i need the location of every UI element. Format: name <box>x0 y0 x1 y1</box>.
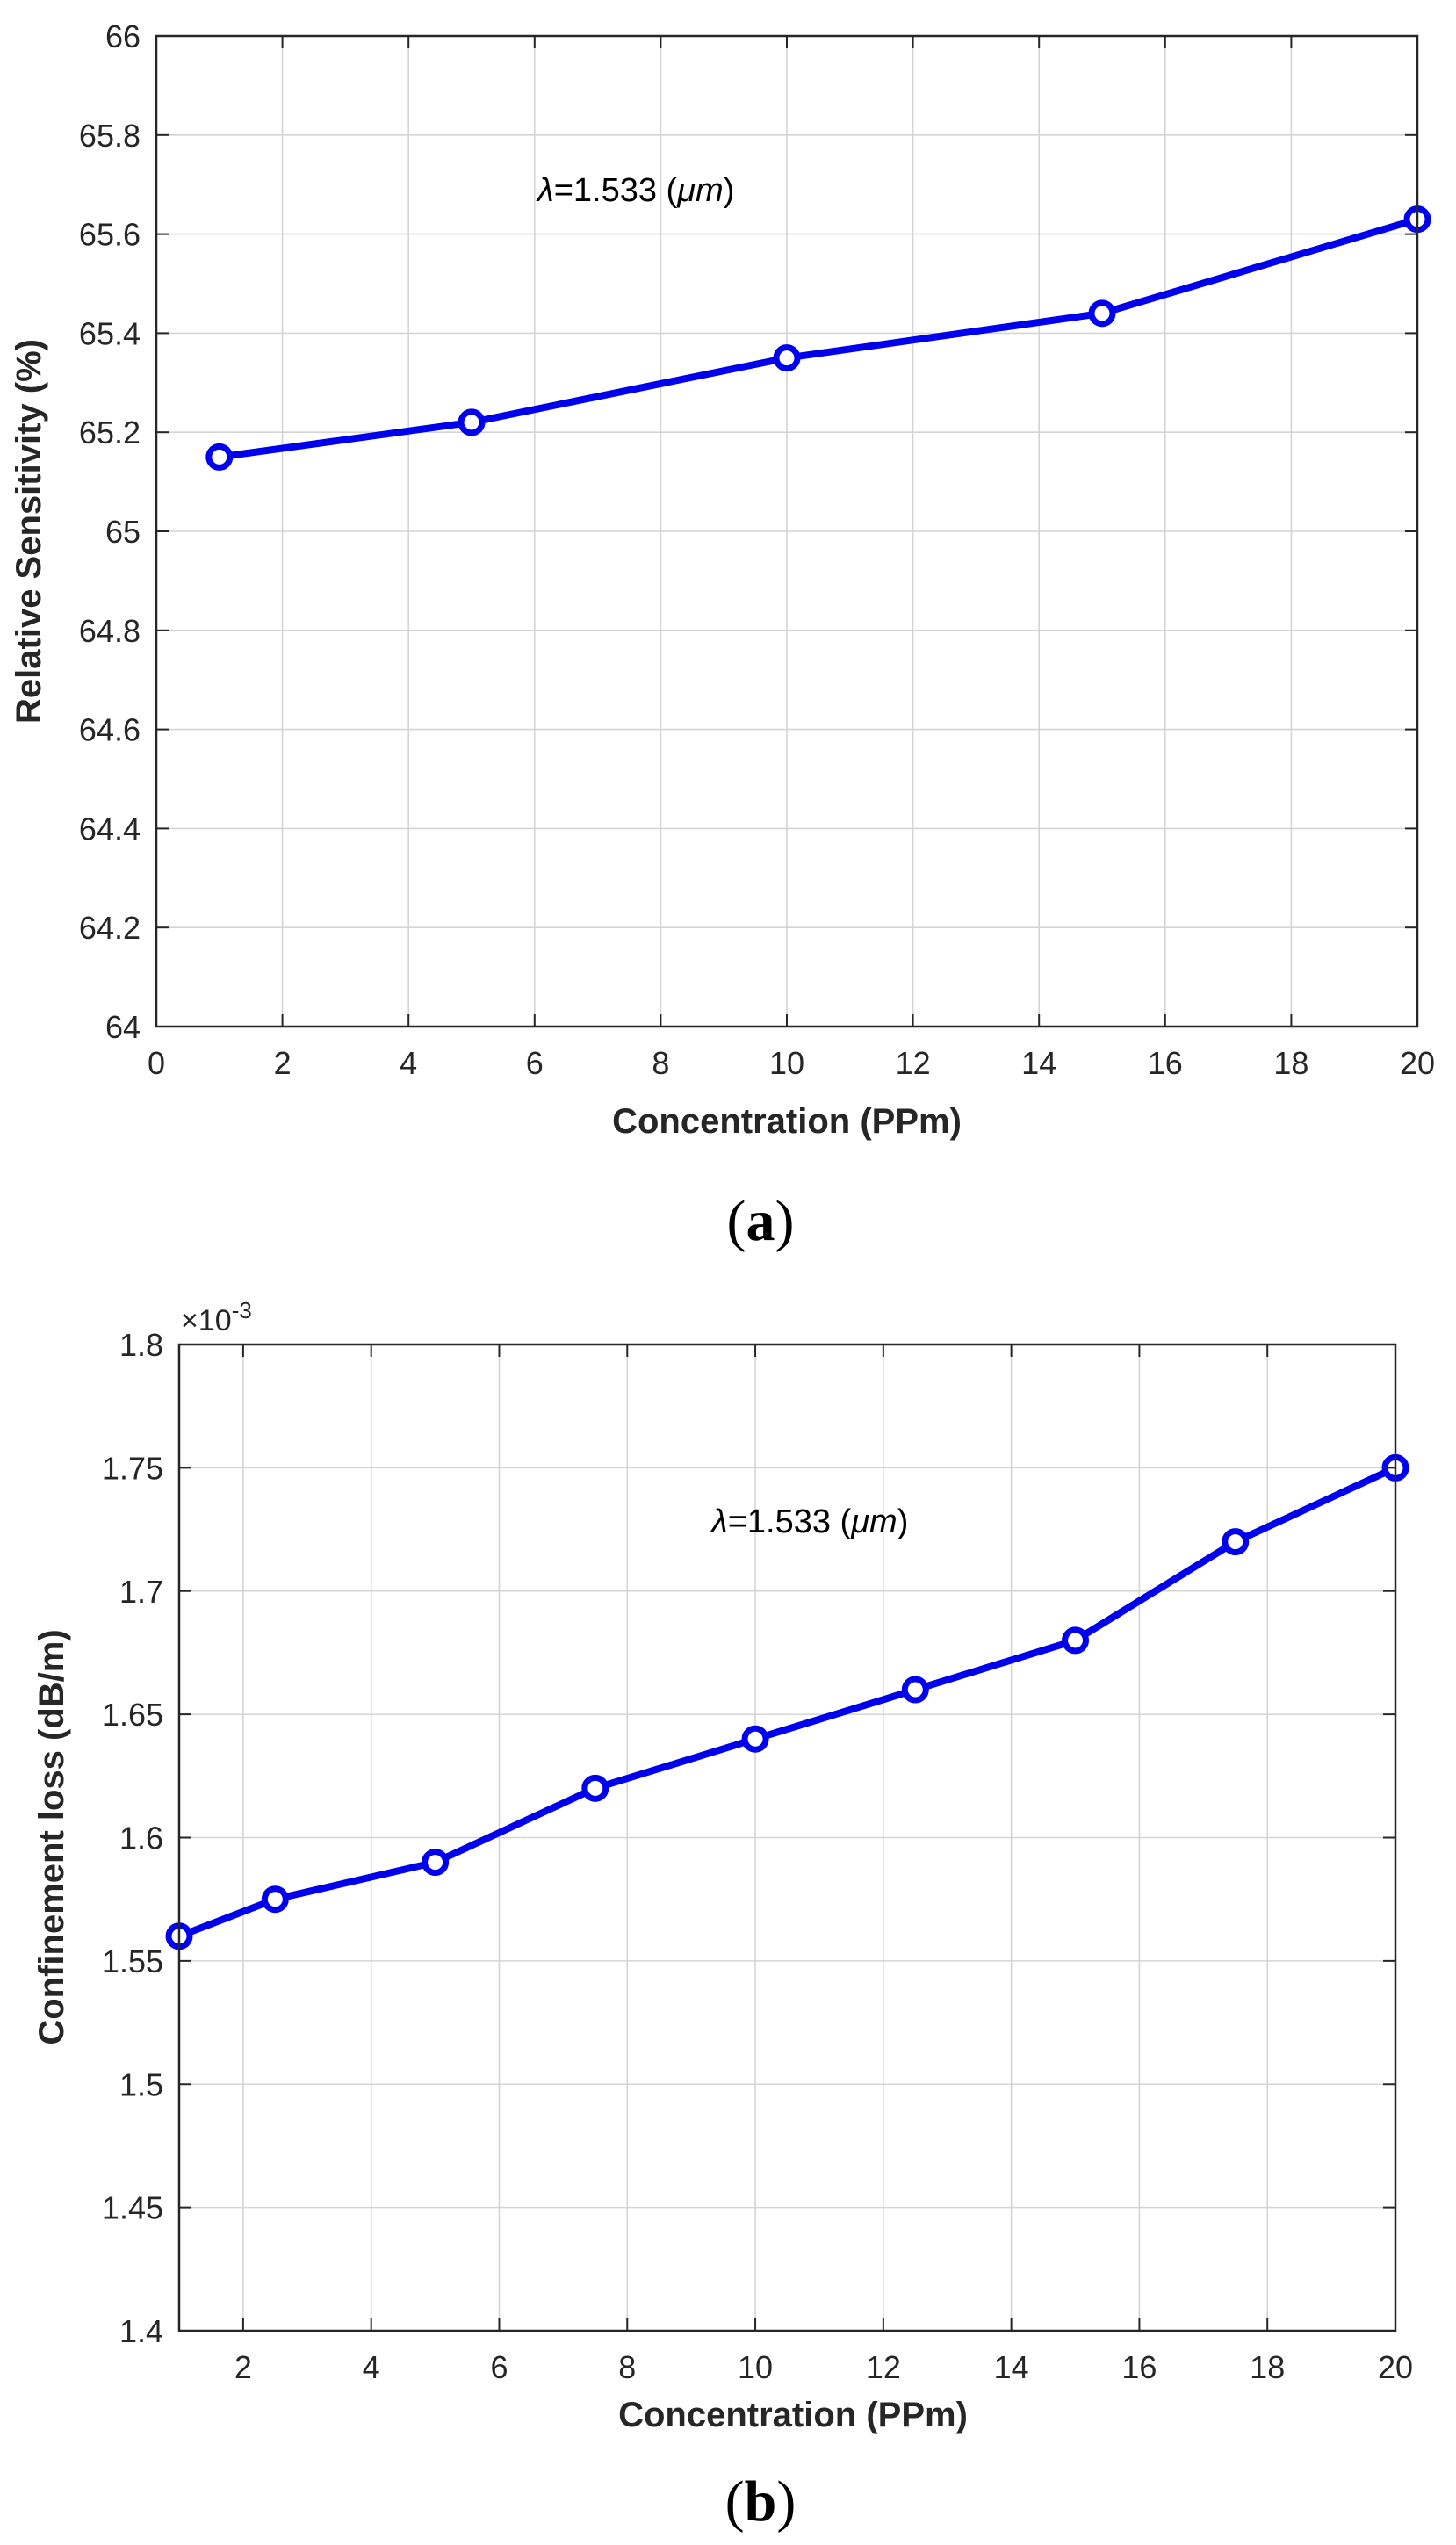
chart-b-x-tick-label: 12 <box>866 2349 901 2385</box>
chart-a-caption-letter: a <box>746 1189 775 1253</box>
chart-a-x-tick-label: 6 <box>526 1045 544 1081</box>
chart-b-data-point <box>581 1774 609 1802</box>
chart-a-y-tick-label: 66 <box>105 18 141 54</box>
chart-a-annotation-unit: μm <box>676 172 723 209</box>
chart-a-x-ticks: 0 2 4 6 8 10 12 14 16 18 20 <box>148 36 1435 1081</box>
chart-a-y-tick-label: 64.2 <box>79 910 141 946</box>
chart-a-x-tick-label: 20 <box>1400 1045 1435 1081</box>
chart-a-x-tick-label: 8 <box>652 1045 669 1081</box>
chart-a-caption-close: ) <box>775 1189 795 1253</box>
chart-b-data-point <box>1062 1626 1090 1655</box>
chart-b-y-exponent: ×10-3 <box>181 1297 252 1337</box>
chart-b-annotation-text: =1.533 ( <box>728 1503 852 1540</box>
chart-b-data-point <box>1222 1528 1250 1556</box>
chart-b-annotation: λ=1.533 (μm) <box>710 1503 908 1540</box>
chart-a-x-tick-label: 4 <box>400 1045 417 1081</box>
chart-b-x-tick-label: 4 <box>363 2349 380 2385</box>
chart-b-caption-open: ( <box>725 2469 745 2534</box>
chart-a-x-tick-label: 16 <box>1148 1045 1183 1081</box>
chart-a-y-tick-label: 65.4 <box>79 315 141 351</box>
chart-b-x-tick-label: 8 <box>618 2349 636 2385</box>
chart-b-data-point <box>261 1885 289 1914</box>
chart-b-caption-close: ) <box>776 2469 796 2534</box>
chart-b-grid <box>179 1344 1396 2332</box>
chart-a-x-tick-label: 18 <box>1273 1045 1308 1081</box>
chart-a: 0 2 4 6 8 10 12 14 16 18 20 64 64.2 64.4 64.6 64.8 65 65… <box>10 18 1435 1253</box>
chart-b-y-tick-label: 1.75 <box>102 1450 163 1486</box>
chart-a-x-axis-title: Concentration (PPm) <box>612 1102 962 1141</box>
chart-b-y-tick-label: 1.7 <box>119 1574 163 1610</box>
chart-b-y-exponent-power: -3 <box>232 1297 252 1323</box>
chart-a-annotation-symbol: λ <box>536 172 554 209</box>
chart-a-y-tick-label: 65 <box>105 514 141 550</box>
chart-a-y-tick-label: 65.2 <box>79 415 141 451</box>
chart-b-x-tick-label: 20 <box>1378 2349 1413 2385</box>
chart-b-x-ticks: 2 4 6 8 10 12 14 16 18 20 <box>234 1345 1413 2385</box>
chart-b-y-axis-title: Confinement loss (dB/m) <box>32 1629 71 2044</box>
chart-b-caption: (b) <box>725 2469 796 2534</box>
chart-a-y-tick-label: 65.6 <box>79 217 141 253</box>
chart-a-x-tick-label: 12 <box>896 1045 931 1081</box>
chart-b-annotation-close: ) <box>897 1503 909 1540</box>
chart-b-annotation-unit: μm <box>850 1503 897 1540</box>
chart-a-annotation-close: ) <box>724 172 735 209</box>
chart-a-y-tick-label: 64.8 <box>79 613 141 649</box>
chart-b-caption-letter: b <box>745 2469 777 2534</box>
chart-b-x-tick-label: 16 <box>1121 2349 1157 2385</box>
chart-a-data-point <box>773 344 801 372</box>
chart-b-y-tick-label: 1.4 <box>119 2313 163 2349</box>
chart-a-data-point <box>1088 299 1116 328</box>
chart-b-data-point <box>422 1849 450 1877</box>
chart-b-x-tick-label: 2 <box>234 2349 252 2385</box>
chart-b-data-point <box>741 1725 769 1753</box>
chart-a-data-point <box>458 408 486 436</box>
chart-b-x-tick-label: 18 <box>1250 2349 1285 2385</box>
chart-a-x-tick-label: 0 <box>148 1045 165 1081</box>
chart-b-data-point <box>901 1676 929 1704</box>
chart-b-y-tick-label: 1.55 <box>102 1943 163 1979</box>
chart-a-annotation-text: =1.533 ( <box>554 172 678 209</box>
chart-a-y-tick-label: 65.8 <box>79 118 141 154</box>
chart-b-x-axis-title: Concentration (PPm) <box>618 2396 968 2434</box>
chart-a-x-tick-label: 2 <box>274 1045 292 1081</box>
chart-b-y-tick-label: 1.45 <box>102 2190 163 2226</box>
chart-b-y-tick-label: 1.5 <box>119 2066 163 2102</box>
chart-b-x-tick-label: 10 <box>738 2349 773 2385</box>
chart-b-x-tick-label: 6 <box>490 2349 508 2385</box>
chart-a-y-tick-label: 64.6 <box>79 712 141 748</box>
chart-a-y-ticks: 64 64.2 64.4 64.6 64.8 65 65.2 65.4 65.6 65.8 66 <box>79 18 1417 1045</box>
chart-b-annotation-symbol: λ <box>710 1503 728 1540</box>
chart-a-y-tick-label: 64 <box>105 1009 141 1045</box>
chart-b-y-tick-label: 1.6 <box>119 1820 163 1856</box>
chart-b-x-tick-label: 14 <box>994 2349 1029 2385</box>
chart-b: 2 4 6 8 10 12 14 16 18 20 1.41.451.51.551.61.651.… <box>32 1297 1413 2534</box>
chart-a-annotation: λ=1.533 (μm) <box>536 172 734 209</box>
chart-a-y-axis-title: Relative Sensitivity (%) <box>10 339 48 724</box>
chart-a-x-tick-label: 14 <box>1021 1045 1056 1081</box>
chart-b-y-exponent-base: ×10 <box>181 1304 232 1337</box>
chart-b-y-tick-label: 1.8 <box>119 1327 163 1363</box>
chart-b-y-tick-label: 1.65 <box>102 1697 163 1733</box>
chart-a-x-tick-label: 10 <box>769 1045 804 1081</box>
chart-a-caption: (a) <box>727 1189 795 1253</box>
chart-a-data-point <box>205 443 234 471</box>
chart-a-y-tick-label: 64.4 <box>79 811 141 847</box>
chart-b-y-ticks: 1.4 1.45 1.5 1.55 1.6 1.65 1.7 1.75 1.8 <box>102 1327 1395 2349</box>
chart-a-caption-open: ( <box>727 1189 746 1253</box>
